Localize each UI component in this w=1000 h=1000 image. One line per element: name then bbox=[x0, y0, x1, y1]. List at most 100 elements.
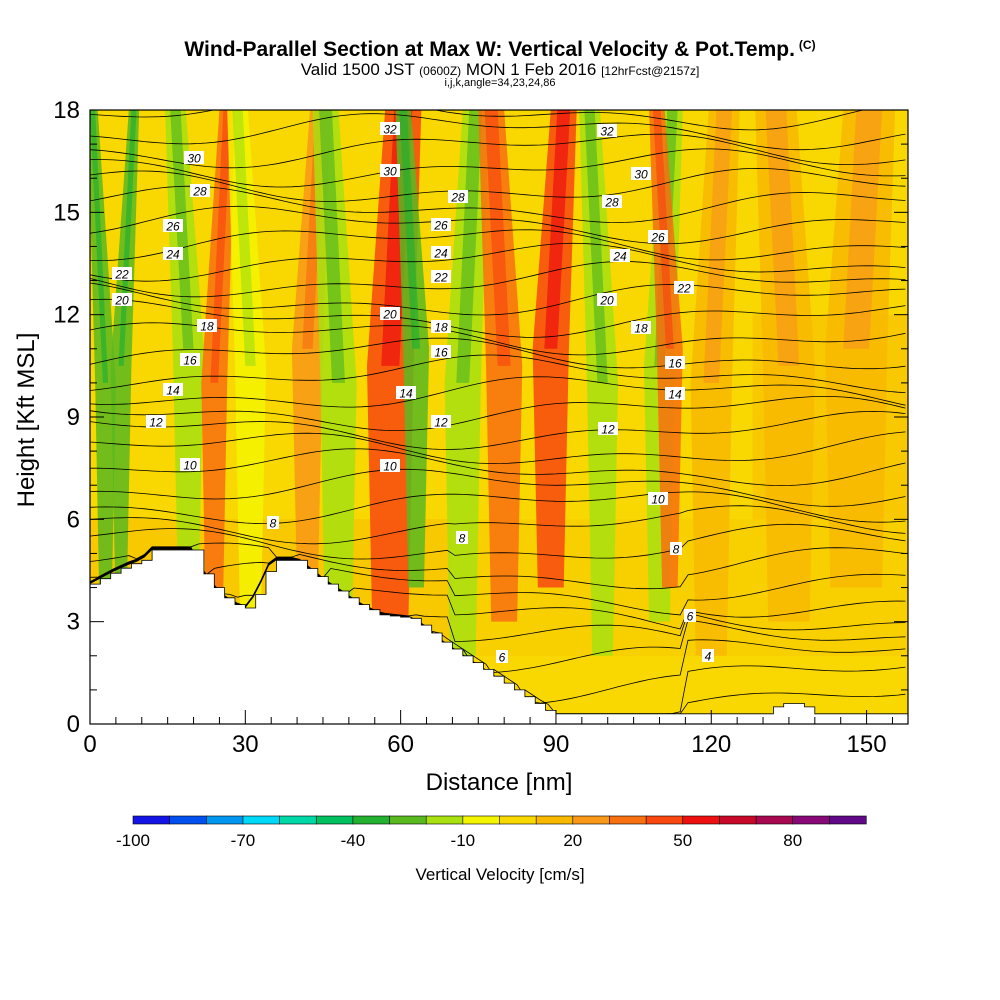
contour-label-bg bbox=[496, 650, 508, 663]
contour-label-bg bbox=[448, 190, 468, 203]
pot-temp-contour bbox=[90, 396, 906, 431]
colorbar-swatch bbox=[535, 815, 574, 825]
contour-label: 24 bbox=[433, 247, 448, 261]
contour-label: 28 bbox=[192, 185, 207, 199]
y-tick-label: 0 bbox=[67, 711, 80, 738]
contour-label-bg bbox=[380, 459, 400, 472]
colorbar-tick-label: -70 bbox=[231, 831, 256, 850]
contour-label: 24 bbox=[165, 248, 180, 262]
pot-temp-contour bbox=[90, 542, 906, 590]
contour-label: 26 bbox=[433, 219, 448, 233]
field-band-core bbox=[765, 110, 800, 366]
chart-title-unit: (C) bbox=[798, 38, 816, 52]
contour-label: 30 bbox=[383, 165, 397, 179]
contour-label-bg bbox=[180, 458, 200, 471]
pot-temp-contour bbox=[90, 229, 906, 262]
terrain-mask bbox=[90, 549, 908, 724]
contour-label-bg bbox=[431, 320, 451, 333]
colorbar-swatch bbox=[609, 815, 647, 825]
contour-label: 22 bbox=[676, 282, 691, 296]
colorbar-swatch bbox=[645, 815, 684, 825]
contour-label: 28 bbox=[604, 196, 619, 210]
x-tick-label: 0 bbox=[83, 731, 96, 758]
pot-temp-contour bbox=[90, 322, 906, 356]
chart-title-text: Wind-Parallel Section at Max W: Vertical… bbox=[184, 38, 795, 61]
contour-label-bg bbox=[396, 386, 416, 399]
colorbar-swatch bbox=[755, 815, 794, 825]
pot-temp-contour bbox=[90, 113, 906, 151]
field-band-core bbox=[484, 110, 511, 366]
pot-temp-contour bbox=[90, 261, 906, 298]
contour-label: 16 bbox=[668, 357, 682, 371]
pot-temp-contour bbox=[90, 298, 906, 338]
contour-label-bg bbox=[431, 270, 451, 283]
pot-temp-contour bbox=[90, 523, 906, 560]
pot-temp-contour bbox=[90, 448, 906, 487]
pot-temp-contour bbox=[90, 148, 906, 188]
contour-label: 16 bbox=[434, 346, 448, 360]
chart-subtitle: Valid 1500 JST (0600Z) MON 1 Feb 2016 [1… bbox=[0, 60, 1000, 80]
field-band-core bbox=[584, 110, 608, 383]
y-tick-label: 15 bbox=[53, 199, 80, 226]
pot-temp-contour bbox=[90, 505, 906, 545]
field-band-core bbox=[653, 110, 674, 349]
contour-label: 14 bbox=[399, 387, 413, 401]
colorbar-swatch bbox=[499, 815, 537, 825]
pot-temp-contour bbox=[90, 547, 906, 630]
contour-label: 8 bbox=[459, 532, 466, 546]
contour-label: 20 bbox=[114, 294, 129, 308]
field-band-core bbox=[703, 110, 732, 383]
contour-label-bg bbox=[631, 321, 651, 334]
colorbar-swatch bbox=[169, 815, 207, 825]
pot-temp-contour bbox=[90, 205, 906, 245]
contour-label: 10 bbox=[651, 493, 665, 507]
contour-label-bg bbox=[610, 249, 630, 262]
x-tick-label: 90 bbox=[543, 731, 570, 758]
contour-label-bg bbox=[665, 387, 685, 400]
contour-label: 6 bbox=[499, 651, 506, 665]
contour-label-bg bbox=[197, 319, 217, 332]
contour-label: 12 bbox=[601, 423, 615, 437]
colorbar-swatch bbox=[682, 815, 721, 825]
y-tick-label: 6 bbox=[67, 506, 80, 533]
x-axis-title: Distance [nm] bbox=[426, 769, 573, 796]
x-tick-label: 30 bbox=[232, 731, 259, 758]
contour-label-bg bbox=[597, 124, 617, 137]
colorbar-swatch bbox=[719, 815, 757, 825]
contour-label-bg bbox=[598, 422, 618, 435]
contour-label-bg bbox=[684, 609, 696, 622]
contour-label-bg bbox=[112, 293, 132, 306]
colorbar-tick-label: 50 bbox=[673, 831, 692, 850]
terrain bbox=[90, 549, 908, 724]
contour-label: 18 bbox=[200, 320, 214, 334]
contour-label-bg bbox=[431, 345, 451, 358]
contour-label: 26 bbox=[165, 220, 180, 234]
contour-label-bg bbox=[597, 293, 617, 306]
contour-label: 10 bbox=[383, 460, 397, 474]
pot-temp-contour bbox=[90, 282, 906, 316]
contour-label-bg bbox=[431, 246, 451, 259]
contour-label: 18 bbox=[634, 322, 648, 336]
contour-label-bg bbox=[648, 230, 668, 243]
contour-label-bg bbox=[163, 219, 183, 232]
pot-temp-contour bbox=[90, 185, 906, 224]
contour-label: 24 bbox=[612, 250, 627, 264]
x-tick-label: 120 bbox=[691, 731, 731, 758]
pot-temp-contour bbox=[90, 468, 906, 507]
contour-label-bg bbox=[670, 542, 682, 555]
colorbar-swatch bbox=[242, 815, 281, 825]
colorbar-swatch bbox=[425, 815, 464, 825]
field-band-core bbox=[232, 110, 256, 366]
y-tick-label: 12 bbox=[53, 302, 80, 329]
field-band-core bbox=[319, 110, 345, 383]
contour-label: 12 bbox=[149, 416, 163, 430]
valid-prefix: Valid 1500 JST bbox=[300, 60, 415, 79]
x-tick-label: 150 bbox=[847, 731, 887, 758]
colorbar-tick-label: -100 bbox=[116, 831, 150, 850]
contour-label: 32 bbox=[383, 123, 397, 137]
colorbar-tick-label: 80 bbox=[783, 831, 802, 850]
valid-date: MON 1 Feb 2016 bbox=[465, 60, 597, 79]
contour-label: 32 bbox=[600, 125, 614, 139]
contour-label-bg bbox=[146, 415, 166, 428]
contour-label: 22 bbox=[433, 271, 448, 285]
